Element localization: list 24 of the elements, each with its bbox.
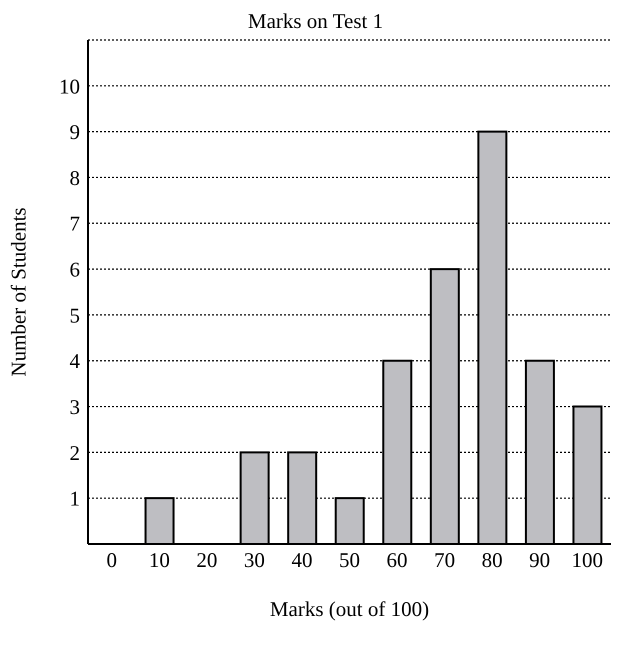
y-tick-label: 1 (70, 486, 80, 511)
x-tick-label: 80 (482, 548, 503, 572)
chart-title: Marks on Test 1 (246, 8, 384, 34)
y-tick-label: 2 (70, 440, 80, 465)
x-axis-title: Marks (out of 100) (270, 597, 430, 621)
x-tick-label: 10 (148, 548, 170, 572)
x-tick-label: 30 (244, 548, 265, 572)
y-tick-label: 3 (70, 395, 80, 419)
x-tick-label: 90 (529, 548, 550, 572)
y-tick-label: 10 (59, 74, 80, 98)
x-tick-label: 20 (196, 548, 218, 572)
y-tick-label: 6 (70, 258, 80, 282)
x-tick-label: 40 (291, 548, 312, 572)
y-tick-label: 9 (70, 120, 80, 144)
y-tick-label: 7 (70, 212, 80, 236)
y-axis-title: Number of Students (6, 207, 30, 377)
x-tick-label: 0 (106, 548, 118, 572)
x-tick-label: 60 (386, 548, 408, 572)
x-tick-label: 100 (571, 548, 603, 572)
y-tick-label: 8 (70, 166, 80, 190)
x-tick-label: 50 (339, 548, 360, 572)
y-tick-label: 4 (70, 349, 80, 374)
x-tick-label: 70 (434, 548, 456, 572)
y-tick-label: 5 (70, 303, 80, 328)
